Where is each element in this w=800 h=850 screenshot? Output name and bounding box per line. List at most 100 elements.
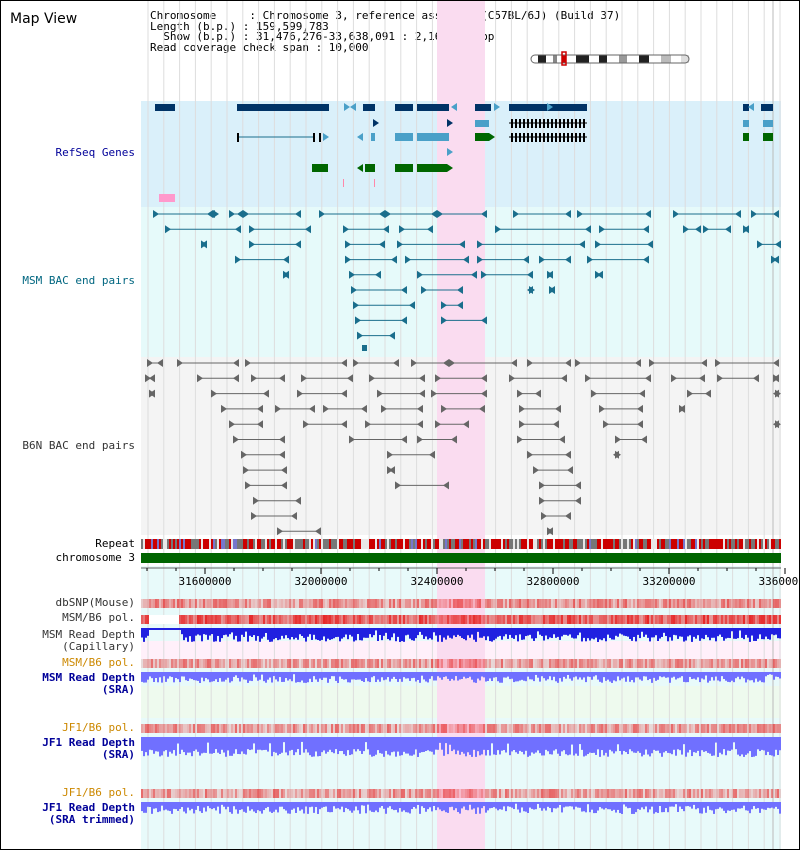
polymorphism-cell xyxy=(585,789,587,798)
read-depth-bar xyxy=(499,672,501,683)
polymorphism-cell xyxy=(693,659,695,668)
read-depth-bar xyxy=(635,628,637,642)
repeat-element xyxy=(363,539,365,549)
polymorphism-cell xyxy=(627,724,629,733)
polymorphism-cell xyxy=(493,724,495,733)
msm-b6-pol-label[interactable]: MSM/B6 pol. xyxy=(62,611,135,624)
read-depth-bar xyxy=(369,628,371,635)
read-depth-bar xyxy=(613,802,615,810)
read-depth-bar xyxy=(297,628,299,640)
gene-mark xyxy=(343,179,344,187)
gene-block xyxy=(475,133,489,141)
polymorphism-cell xyxy=(197,615,199,624)
read-depth-bar xyxy=(753,672,755,683)
repeat-element xyxy=(595,539,597,549)
read-depth-bar xyxy=(579,737,581,745)
read-depth-bar xyxy=(703,737,705,752)
read-depth-bar xyxy=(395,672,397,680)
repeat-element xyxy=(377,539,379,549)
polymorphism-cell xyxy=(495,599,497,608)
polymorphism-cell xyxy=(479,724,481,733)
bac-end-arrow xyxy=(773,255,779,264)
polymorphism-cell xyxy=(651,789,653,798)
read-depth-bar xyxy=(683,628,685,642)
label-line: MSM Read Depth xyxy=(42,671,135,684)
read-depth-bar xyxy=(419,628,421,632)
bac-end-arrow xyxy=(645,210,651,218)
read-depth-bar xyxy=(597,672,599,680)
read-depth-bar xyxy=(759,628,761,635)
read-depth-bar xyxy=(245,737,247,755)
jf1-b6-pol-label[interactable]: JF1/B6 pol. xyxy=(62,721,135,734)
polymorphism-cell xyxy=(167,789,169,798)
repeat-element xyxy=(265,539,267,549)
polymorphism-cell xyxy=(309,659,311,668)
msm-b6-pol-sra-label[interactable]: MSM/B6 pol. xyxy=(62,656,135,669)
read-depth-bar xyxy=(193,628,195,642)
read-depth-bar xyxy=(533,802,535,810)
polymorphism-cell xyxy=(287,599,289,608)
read-depth-bar xyxy=(701,628,703,639)
polymorphism-cell xyxy=(207,599,209,608)
polymorphism-cell xyxy=(677,615,679,624)
read-depth-bar xyxy=(763,737,765,751)
read-depth-bar xyxy=(479,628,481,638)
read-depth-bar xyxy=(557,628,559,637)
polymorphism-cell xyxy=(715,789,717,798)
read-depth-bar xyxy=(153,628,155,630)
read-depth-bar xyxy=(273,628,275,640)
read-depth-bar xyxy=(581,628,583,642)
exon-mark xyxy=(559,133,561,142)
bac-end-arrow xyxy=(419,374,425,383)
jf1-depth-trimmed-label[interactable]: JF1 Read Depth (SRA trimmed) xyxy=(1,802,135,826)
polymorphism-cell xyxy=(285,789,287,798)
refseq-genes-label[interactable]: RefSeq Genes xyxy=(55,146,135,159)
repeat-element xyxy=(197,539,199,549)
read-depth-bar xyxy=(251,802,253,810)
read-depth-bar xyxy=(545,672,547,681)
read-depth-bar xyxy=(687,672,689,683)
polymorphism-cell xyxy=(565,724,567,733)
repeat-element xyxy=(373,539,375,549)
msm-bac-label[interactable]: MSM BAC end pairs xyxy=(22,274,135,287)
msm-depth-capillary-label[interactable]: MSM Read Depth (Capillary) xyxy=(1,629,135,653)
read-depth-bar xyxy=(555,737,557,750)
msm-depth-sra-label[interactable]: MSM Read Depth (SRA) xyxy=(1,672,135,696)
bac-end-arrow xyxy=(635,359,641,367)
polymorphism-cell xyxy=(709,615,711,624)
polymorphism-cell xyxy=(287,724,289,733)
repeat-element xyxy=(301,539,303,549)
jf1-depth-sra-label[interactable]: JF1 Read Depth (SRA) xyxy=(1,737,135,761)
polymorphism-cell xyxy=(539,724,541,733)
read-depth-bar xyxy=(495,628,497,639)
polymorphism-cell xyxy=(749,599,751,608)
repeat-element xyxy=(505,539,507,549)
polymorphism-cell xyxy=(619,599,621,608)
bac-end-arrow xyxy=(235,255,241,264)
polymorphism-cell xyxy=(619,659,621,668)
read-depth-bar xyxy=(147,672,149,680)
jf1-b6-pol-2-label[interactable]: JF1/B6 pol. xyxy=(62,786,135,799)
bac-end-arrow xyxy=(427,225,433,234)
repeat-element xyxy=(653,539,655,549)
read-depth-bar xyxy=(335,802,337,809)
read-depth-bar xyxy=(149,737,151,750)
read-depth-bar xyxy=(301,628,303,636)
polymorphism-cell xyxy=(663,659,665,668)
polymorphism-cell xyxy=(771,599,773,608)
bac-end-arrow xyxy=(349,435,355,444)
read-depth-bar xyxy=(605,672,607,681)
polymorphism-cell xyxy=(141,789,143,798)
exon-mark xyxy=(547,119,549,128)
polymorphism-cell xyxy=(535,659,537,668)
read-depth-bar xyxy=(433,802,435,807)
dbsnp-label[interactable]: dbSNP(Mouse) xyxy=(55,596,135,609)
read-depth-bar xyxy=(359,737,361,751)
b6n-bac-label[interactable]: B6N BAC end pairs xyxy=(22,439,135,452)
polymorphism-cell xyxy=(463,599,465,608)
repeat-element xyxy=(205,539,207,549)
read-depth-bar xyxy=(579,628,581,633)
polymorphism-cell xyxy=(253,789,255,798)
read-depth-bar xyxy=(603,802,605,810)
